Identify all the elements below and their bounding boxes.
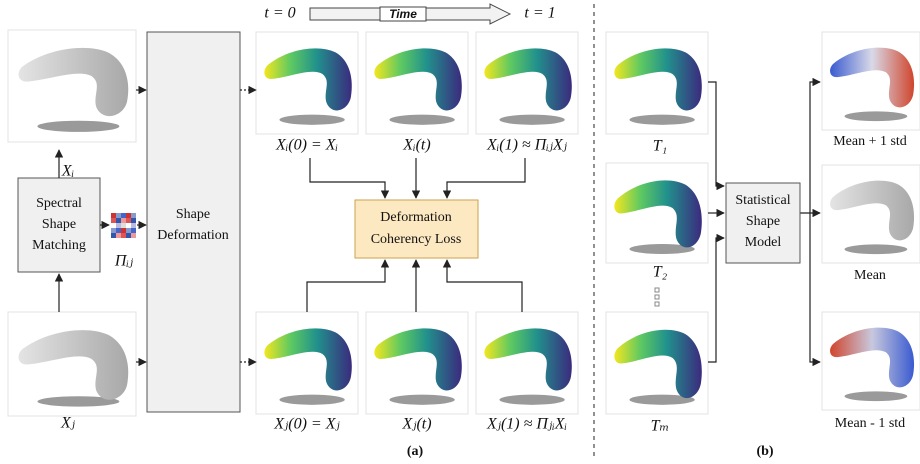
matrix-cell	[121, 218, 126, 223]
shape-thumbnail	[366, 312, 468, 414]
matrix-cell	[121, 223, 126, 228]
matrix-cell	[126, 218, 131, 223]
bottom-row-label: Xⱼ(t)	[401, 416, 431, 433]
top-row-label: Xᵢ(1) ≈ ΠᵢⱼXⱼ	[486, 137, 568, 154]
shape-thumbnail	[8, 30, 136, 142]
matrix-cell	[126, 233, 131, 238]
matrix-cell	[111, 218, 116, 223]
matrix-cell	[131, 233, 136, 238]
shape-shadow	[389, 395, 454, 405]
top-row-label: Xᵢ(0) = Xᵢ	[275, 137, 338, 154]
shape-thumbnail	[822, 312, 920, 410]
shape-shadow	[37, 121, 119, 132]
matching-label: Spectral	[36, 196, 82, 211]
matrix-cell	[126, 223, 131, 228]
deformation-label: Deformation	[157, 228, 229, 243]
shape-thumbnail	[476, 312, 578, 414]
matching-label: Matching	[32, 238, 86, 253]
panel-caption: (b)	[756, 444, 773, 459]
loss-label: Coherency Loss	[371, 232, 462, 247]
top-row-label: Xᵢ(t)	[402, 137, 430, 154]
shape-shadow	[629, 115, 694, 125]
model-label: Model	[745, 235, 782, 250]
matrix-cell	[116, 233, 121, 238]
time-end: t = 1	[524, 5, 555, 22]
deformation-label: Shape	[176, 207, 210, 222]
model-label: Statistical	[735, 193, 790, 208]
shape-thumbnail	[366, 32, 468, 134]
output-label: Mean	[854, 268, 886, 283]
matrix-cell	[116, 228, 121, 233]
shape-shadow	[279, 115, 344, 125]
panel-caption: (a)	[407, 444, 424, 459]
input-label: Xᵢ	[61, 163, 74, 180]
output-label: Mean + 1 std	[833, 134, 907, 149]
matrix-cell	[131, 228, 136, 233]
shape-shadow	[845, 391, 908, 401]
template-label: T₁	[653, 138, 667, 155]
loss-box	[355, 200, 478, 258]
matrix-cell	[131, 223, 136, 228]
matrix-cell	[121, 213, 126, 218]
shape-shadow	[389, 115, 454, 125]
shape-thumbnail	[256, 32, 358, 134]
correspondence-label: Πᵢⱼ	[114, 253, 134, 270]
shape-thumbnail	[8, 312, 136, 416]
matrix-cell	[111, 213, 116, 218]
shape-shadow	[845, 244, 908, 254]
shape-thumbnail	[606, 312, 708, 414]
matrix-cell	[121, 228, 126, 233]
shape-shadow	[499, 395, 564, 405]
shape-thumbnail	[476, 32, 578, 134]
matrix-cell	[111, 223, 116, 228]
shape-thumbnail	[606, 163, 708, 263]
shape-thumbnail	[822, 32, 920, 130]
matrix-cell	[111, 228, 116, 233]
time-start: t = 0	[264, 5, 295, 22]
matrix-cell	[121, 233, 126, 238]
bottom-row-label: Xⱼ(0) = Xⱼ	[273, 416, 340, 433]
shape-thumbnail	[256, 312, 358, 414]
figure: t = 0 Time t = 1 Spectral Shape Matching…	[0, 0, 920, 464]
matrix-cell	[116, 213, 121, 218]
template-label: T₂	[653, 264, 668, 281]
matching-label: Shape	[42, 217, 76, 232]
shape-thumbnail	[822, 165, 920, 263]
matrix-cell	[131, 213, 136, 218]
matrix-cell	[116, 223, 121, 228]
correspondence-matrix	[111, 213, 136, 238]
matrix-cell	[111, 233, 116, 238]
model-label: Shape	[746, 214, 780, 229]
shape-shadow	[279, 395, 344, 405]
input-label: Xⱼ	[60, 415, 76, 432]
shape-shadow	[499, 115, 564, 125]
shape-shadow	[845, 111, 908, 121]
time-label: Time	[389, 7, 417, 21]
matrix-cell	[116, 218, 121, 223]
template-label: Tₘ	[651, 418, 670, 435]
shape-thumbnail	[606, 32, 708, 134]
matrix-cell	[126, 228, 131, 233]
output-label: Mean - 1 std	[835, 416, 905, 431]
loss-label: Deformation	[380, 210, 452, 225]
bottom-row-label: Xⱼ(1) ≈ ΠⱼᵢXᵢ	[486, 416, 567, 433]
matrix-cell	[131, 218, 136, 223]
matrix-cell	[126, 213, 131, 218]
